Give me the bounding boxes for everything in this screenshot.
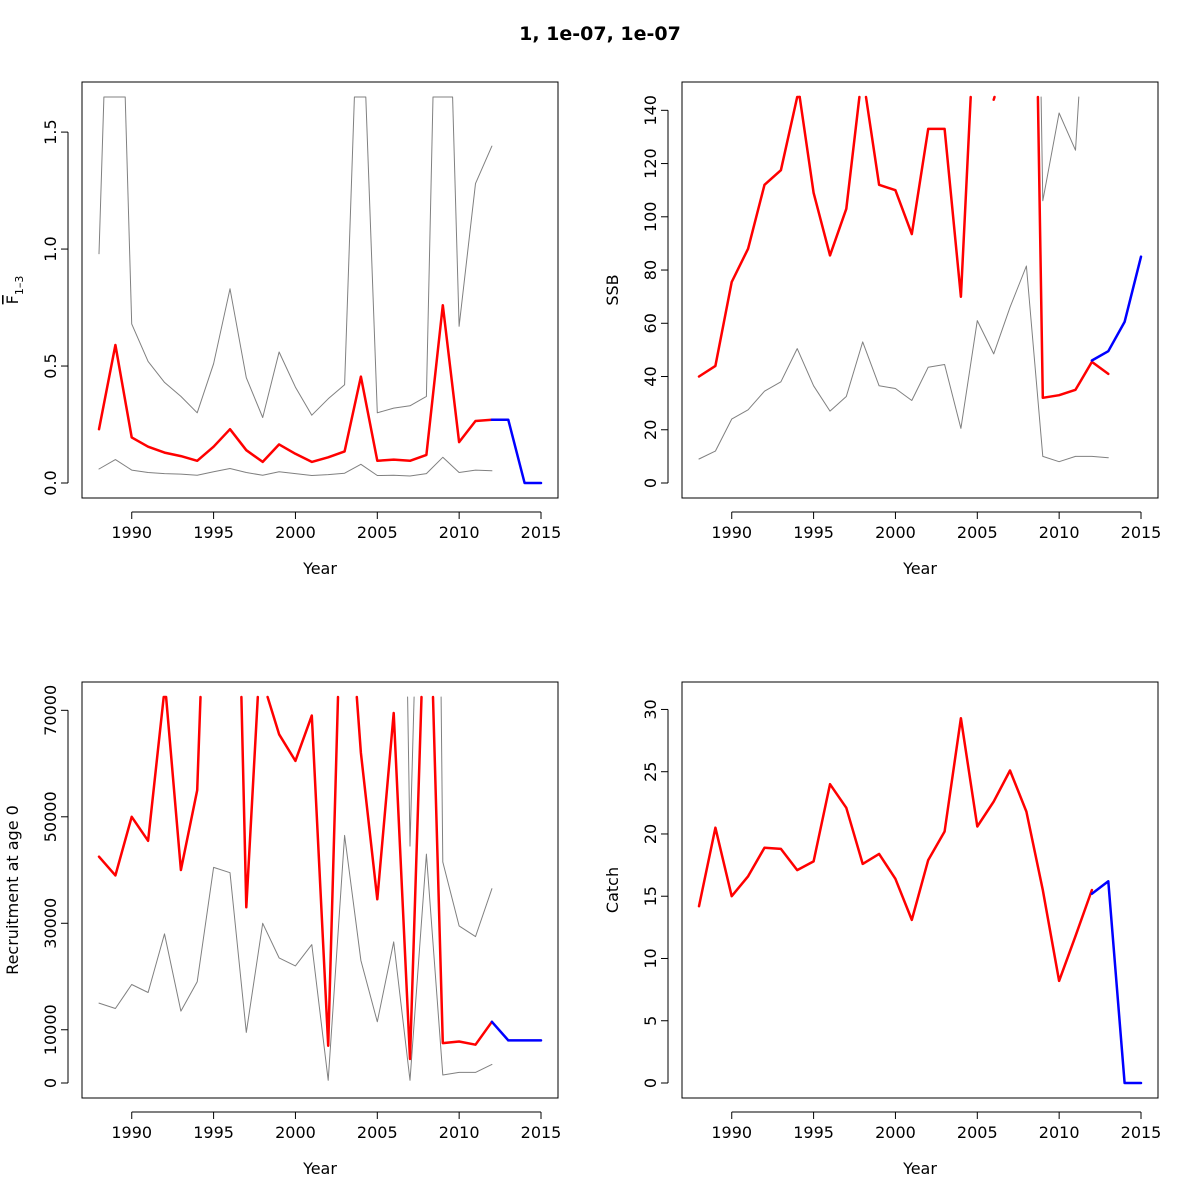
x-axis-label: Year xyxy=(302,1159,337,1178)
series-line-forecast xyxy=(1090,255,1143,362)
series-line-upper xyxy=(407,696,415,847)
x-tick-label: 2015 xyxy=(1121,523,1162,542)
x-tick-label: 2000 xyxy=(275,523,316,542)
x-tick-label: 2015 xyxy=(521,523,562,542)
y-axis-label: Catch xyxy=(603,867,622,913)
y-tick-label: 25 xyxy=(641,762,660,782)
series-group xyxy=(97,96,543,485)
y-axis-label: F1–3 xyxy=(3,276,26,305)
y-tick-label: 0.0 xyxy=(41,470,60,495)
x-tick-label: 2015 xyxy=(1121,1123,1162,1142)
plot-frame xyxy=(681,81,1159,499)
x-tick-label: 2005 xyxy=(957,1123,998,1142)
y-axis-label-main: F xyxy=(3,295,22,304)
y-tick-label: 1.0 xyxy=(41,236,60,261)
x-tick-label: 2005 xyxy=(357,523,398,542)
x-tick-label: 2015 xyxy=(521,1123,562,1142)
x-tick-label: 2010 xyxy=(1039,523,1080,542)
y-axis-label-sub: 1–3 xyxy=(13,276,26,296)
series-line-estimate xyxy=(97,303,494,464)
series-line-estimate xyxy=(798,95,861,257)
y-tick-label: 50000 xyxy=(41,791,60,842)
series-line-estimate xyxy=(431,695,494,1046)
series-line-upper xyxy=(1040,96,1080,202)
x-tick-label: 2000 xyxy=(275,1123,316,1142)
y-tick-label: 0.5 xyxy=(41,353,60,378)
y-tick-label: 60 xyxy=(641,313,660,333)
x-tick-label: 1995 xyxy=(193,523,234,542)
y-tick-label: 40 xyxy=(641,366,660,386)
panel-fishing-mortality: Year F1–3 1990 1995 2000 2005 2010 2015 0.0 0.5… xyxy=(3,81,562,578)
y-tick-label: 30 xyxy=(641,699,660,719)
svg-text:F1–3: F1–3 xyxy=(3,276,26,305)
x-tick-label: 1990 xyxy=(711,1123,752,1142)
series-line-estimate xyxy=(697,95,801,378)
y-tick-label: 140 xyxy=(641,95,660,126)
plot-frame xyxy=(681,681,1159,1099)
y-tick-label: 20 xyxy=(641,824,660,844)
plot-frame xyxy=(81,681,559,1099)
series-line-estimate xyxy=(992,95,996,101)
x-axis-label: Year xyxy=(302,559,337,578)
y-tick-label: 5 xyxy=(641,1016,660,1026)
y-tick-label: 70000 xyxy=(41,685,60,736)
y-axis-label: Recruitment at age 0 xyxy=(3,805,22,975)
x-tick-label: 1995 xyxy=(793,523,834,542)
y-tick-label: 30000 xyxy=(41,898,60,949)
y-tick-label: 100 xyxy=(641,202,660,233)
series-group xyxy=(97,695,543,1081)
series-line-estimate xyxy=(266,695,340,1047)
series-line-lower xyxy=(698,265,1109,463)
series-line-estimate xyxy=(697,716,1094,983)
x-tick-label: 2005 xyxy=(357,1123,398,1142)
x-tick-label: 2000 xyxy=(875,523,916,542)
series-line-lower xyxy=(98,456,493,477)
x-tick-label: 1990 xyxy=(711,523,752,542)
x-tick-label: 2005 xyxy=(957,523,998,542)
plot-frame xyxy=(81,81,559,499)
series-line-forecast xyxy=(490,418,543,485)
x-tick-label: 1995 xyxy=(193,1123,234,1142)
x-tick-label: 2000 xyxy=(875,1123,916,1142)
y-tick-label: 0 xyxy=(641,478,660,488)
y-tick-label: 15 xyxy=(641,886,660,906)
series-line-estimate xyxy=(240,695,260,909)
y-tick-label: 20 xyxy=(641,420,660,440)
figure-title: 1, 1e-07, 1e-07 xyxy=(519,23,681,45)
series-group xyxy=(697,95,1143,463)
x-tick-label: 1995 xyxy=(793,1123,834,1142)
series-line-forecast xyxy=(1090,880,1143,1085)
series-line-estimate xyxy=(864,95,972,298)
y-axis-label: SSB xyxy=(603,274,622,305)
x-axis-label: Year xyxy=(902,1159,937,1178)
series-line-estimate xyxy=(97,695,202,877)
y-tick-label: 120 xyxy=(641,148,660,179)
series-line-forecast xyxy=(490,1020,543,1042)
series-line-upper xyxy=(98,96,493,418)
series-line-estimate xyxy=(1036,95,1110,400)
x-tick-label: 1990 xyxy=(111,1123,152,1142)
y-tick-label: 10000 xyxy=(41,1004,60,1055)
x-tick-label: 2010 xyxy=(439,523,480,542)
y-tick-label: 80 xyxy=(641,260,660,280)
series-line-upper xyxy=(440,696,493,938)
y-tick-label: 1.5 xyxy=(41,119,60,144)
y-tick-label: 10 xyxy=(641,948,660,968)
series-line-estimate xyxy=(355,695,423,1061)
series-group xyxy=(697,716,1143,1085)
panel-catch: Year Catch 1990 1995 2000 2005 2010 2015 0 5 10 1… xyxy=(603,681,1162,1178)
y-tick-label: 0 xyxy=(41,1078,60,1088)
x-tick-label: 2010 xyxy=(1039,1123,1080,1142)
panel-ssb: Year SSB 1990 1995 2000 2005 2010 2015 0 20 40 60… xyxy=(603,81,1162,578)
x-tick-label: 2010 xyxy=(439,1123,480,1142)
series-line-lower xyxy=(98,834,493,1081)
panel-recruitment: Year Recruitment at age 0 1990 1995 2000 20… xyxy=(3,681,562,1178)
y-tick-label: 0 xyxy=(641,1078,660,1088)
x-axis-label: Year xyxy=(902,559,937,578)
x-tick-label: 1990 xyxy=(111,523,152,542)
